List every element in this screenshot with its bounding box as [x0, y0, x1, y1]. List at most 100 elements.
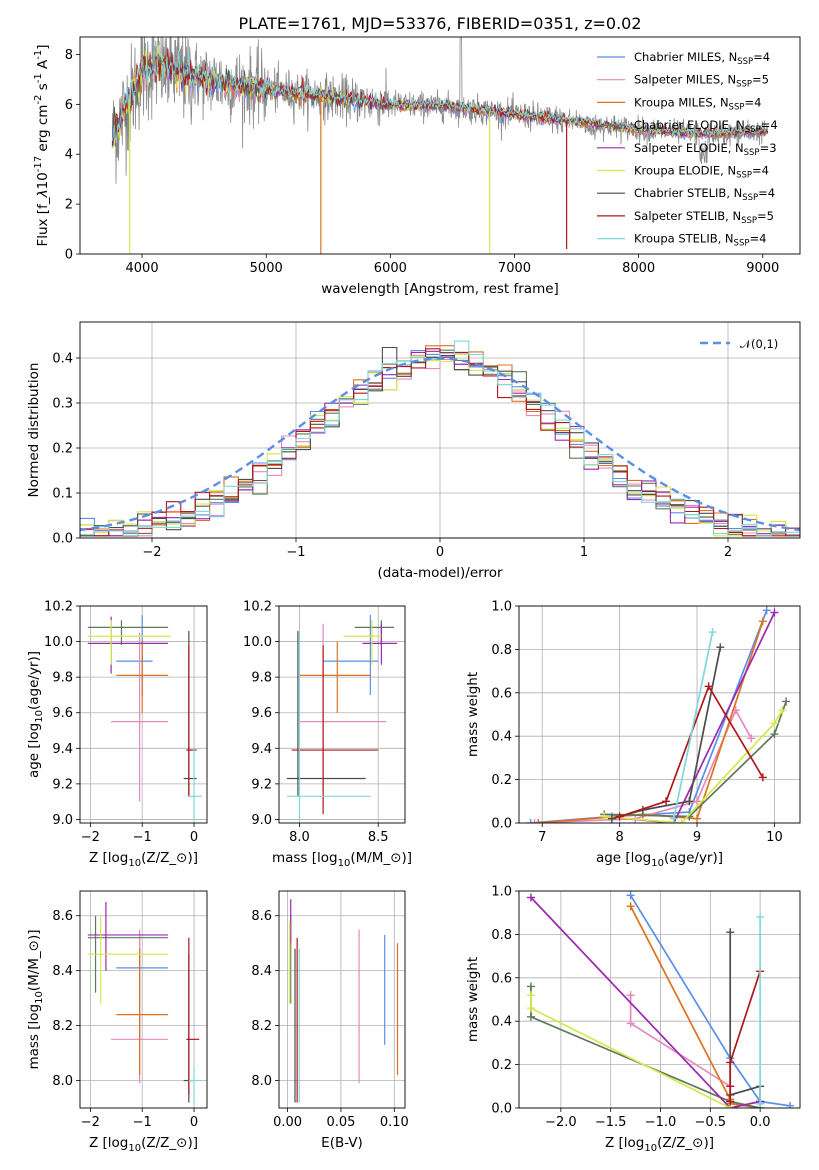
errorbar-point: [362, 623, 398, 665]
mass-weight-marker: [600, 812, 609, 821]
axes-mass_weight_vs_age: 7 8 9 10 0.0 0.2 0.4 0.6 0.8 1.0 age [log10(age/yr…: [465, 600, 801, 869]
x-tick-label: 8000: [622, 261, 655, 276]
x-tick-label: 1: [580, 545, 588, 560]
figure-title: PLATE=1761, MJD=53376, FIBERID=0351, z=0…: [238, 14, 641, 33]
x-tick-label: 9000: [746, 261, 779, 276]
y-tick-label: 9.6: [52, 706, 73, 721]
y-tick-label: 0.8: [491, 643, 512, 658]
y-tick-label: 9.6: [251, 706, 272, 721]
x-axis-label: (data-model)/error: [377, 565, 503, 581]
errorbar-point: [291, 645, 379, 815]
x-tick-label: 0: [190, 830, 198, 845]
legend-entry: Kroupa MILES, NSSP=4: [634, 95, 761, 112]
y-tick-label: 10.0: [44, 635, 73, 650]
legend-entry: Salpeter ELODIE, NSSP=3: [634, 141, 777, 158]
y-tick-label: 0.2: [52, 442, 73, 457]
x-axis-label: Z [log10(Z/Z_⊙)]: [605, 1135, 714, 1154]
mass-weight-marker: [534, 819, 543, 823]
legend-entry: Chabrier MILES, NSSP=4: [634, 50, 770, 67]
errorbar-point: [87, 915, 169, 1004]
y-tick-label: 0.4: [491, 730, 512, 745]
mass-weight-marker: [526, 1004, 535, 1013]
y-tick-label: 8.6: [52, 909, 73, 924]
x-tick-label: 5000: [250, 261, 283, 276]
x-axis-label: age [log10(age/yr)]: [596, 850, 723, 869]
y-tick-label: 0.1: [52, 487, 73, 502]
errorbar-point: [188, 1066, 202, 1103]
normal-reference-curve: [80, 357, 800, 532]
x-tick-label: 8.0: [289, 830, 310, 845]
mass-weight-marker: [758, 617, 767, 626]
y-axis-label: Normed distribution: [26, 363, 42, 498]
y-tick-label: 2: [65, 198, 73, 213]
y-tick-label: 9.4: [251, 742, 272, 757]
x-tick-label: 6000: [374, 261, 407, 276]
errorbar-point: [343, 620, 382, 665]
mass-weight-series: [619, 684, 764, 818]
y-tick-label: 9.0: [251, 813, 272, 828]
mass-weight-marker: [693, 797, 702, 806]
y-tick-label: 0.0: [491, 1102, 512, 1117]
x-tick-label: −2.0: [545, 1115, 577, 1130]
y-tick-label: 9.4: [52, 742, 73, 757]
mass-weight-marker: [626, 902, 635, 911]
x-tick-label: −1.5: [595, 1115, 627, 1130]
axes-frame: [518, 605, 801, 824]
axes-residuals: −2 −1 0 1 2 0.0 0.1 0.2 0.3 0.4 (data-model)/error…: [26, 321, 801, 581]
axes-frame: [79, 36, 801, 255]
x-tick-label: −1: [133, 830, 152, 845]
y-tick-label: 0.4: [491, 1015, 512, 1030]
mass-weight-marker: [526, 991, 535, 1000]
axes-spectrum: 4000 5000 6000 7000 8000 9000 0 2 4 6 8 wavelength …: [33, 36, 801, 297]
y-tick-label: 8.2: [52, 1019, 73, 1034]
y-tick-label: 8: [65, 48, 73, 63]
y-tick-label: 8.4: [251, 964, 272, 979]
x-axis-label: mass [log10(M/M_⊙)]: [272, 850, 412, 869]
y-tick-label: 0.6: [491, 971, 512, 986]
mass-weight-marker: [782, 697, 791, 706]
residual-histogram: [80, 348, 800, 537]
legend-entry: Salpeter STELIB, NSSP=5: [634, 209, 774, 226]
x-tick-label: −2: [81, 830, 100, 845]
errorbar-point: [299, 641, 371, 713]
mass-weight-marker: [747, 734, 756, 743]
y-tick-label: 0: [65, 248, 73, 263]
axes-mass_vs_Z: −2 −1 0 8.0 8.2 8.4 8.6 Z [log10(Z/Z_⊙)] mass [l…: [26, 890, 208, 1154]
data-mass_vs_ebv: [289, 899, 399, 1103]
data-mass_weight_vs_age: [526, 606, 791, 823]
y-tick-label: 8.0: [251, 1074, 272, 1089]
x-tick-label: 0.0: [750, 1115, 771, 1130]
y-tick-label: 9.8: [251, 671, 272, 686]
residual-histogram: [80, 350, 800, 537]
errorbar-point: [111, 632, 169, 802]
y-axis-label: mass weight: [465, 672, 481, 757]
x-tick-label: 0: [436, 545, 444, 560]
legend-entry: Salpeter MILES, NSSP=5: [634, 73, 769, 90]
errorbar-point: [186, 645, 197, 797]
axes-frame: [79, 321, 801, 539]
y-tick-label: 1.0: [491, 600, 512, 615]
mass-weight-marker: [662, 797, 671, 806]
x-tick-label: 7: [538, 830, 546, 845]
axes-frame: [518, 890, 801, 1109]
mass-weight-series: [604, 709, 783, 823]
y-tick-label: 10.2: [243, 600, 272, 615]
y-tick-label: 8.4: [52, 964, 73, 979]
y-tick-label: 4: [65, 148, 73, 163]
y-tick-label: 0.0: [491, 817, 512, 832]
y-tick-label: 0.3: [52, 397, 73, 412]
y-axis-label: mass [log10(M/M_⊙)]: [26, 929, 45, 1069]
axes-mass_weight_vs_Z: −2.0 −1.5 −1.0 −0.5 0.0 0.0 0.2 0.4 0.6 0.8 1.0 Z […: [465, 885, 801, 1154]
y-tick-label: 8.2: [251, 1019, 272, 1034]
mass-weight-marker: [778, 706, 787, 715]
x-tick-label: −2: [142, 545, 161, 560]
mass-weight-marker: [726, 1058, 735, 1067]
mass-weight-marker: [526, 1012, 535, 1021]
mass-weight-marker: [762, 606, 771, 615]
mass-weight-marker: [786, 1101, 795, 1108]
data-spectrum: [111, 37, 769, 254]
y-tick-label: 9.2: [251, 777, 272, 792]
mass-weight-marker: [685, 797, 694, 806]
x-tick-label: −0.5: [695, 1115, 727, 1130]
